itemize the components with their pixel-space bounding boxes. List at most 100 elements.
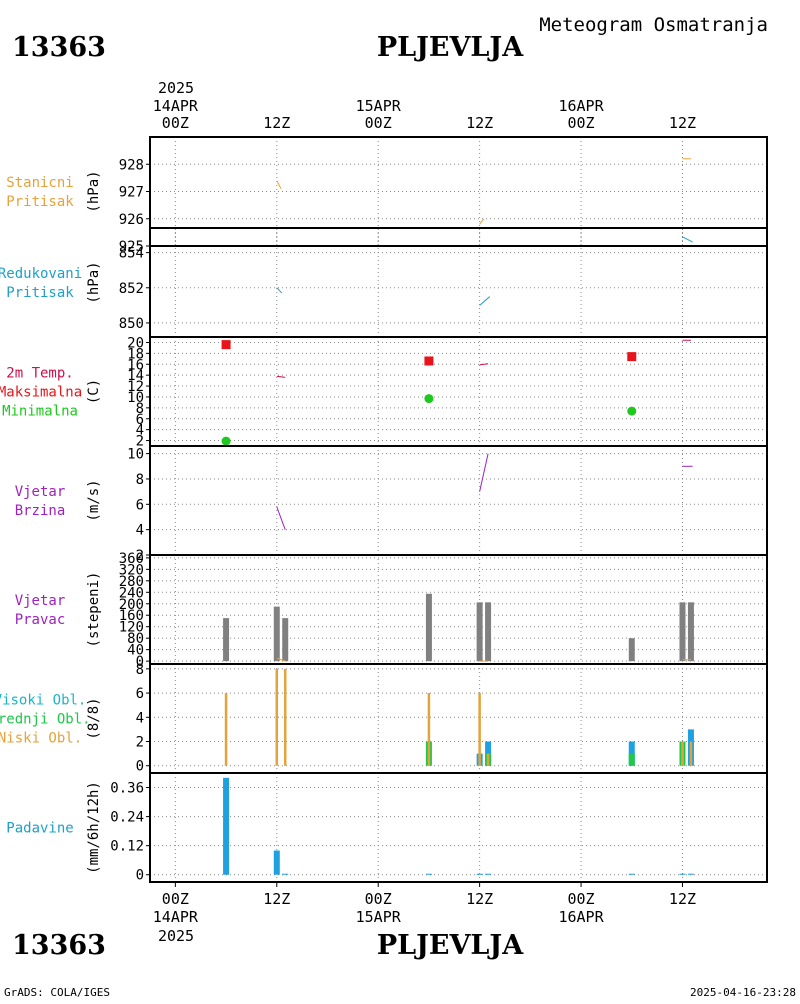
year-label-top: 2025 [158,79,194,97]
y-tick-label: 4 [136,710,144,726]
bar [273,850,280,875]
y-tick-label: 20 [127,335,144,351]
date-label-bottom: 14APR [153,908,199,926]
bar [476,873,483,875]
time-tick-label-bottom: 12Z [466,890,493,908]
cloud-bar [628,753,635,766]
y-tick-label: 240 [119,585,144,601]
y-tick-label: 926 [119,212,144,228]
date-label-bottom: 15APR [356,908,402,926]
cloud-bar [275,668,279,766]
min-temp-marker [424,394,434,404]
bar [687,602,694,662]
panel-label: Maksimalna [0,385,82,401]
y-tick-label: 120 [119,620,144,636]
panel-label: Niski Obl. [0,731,82,747]
time-tick-label-top: 12Z [466,114,493,132]
y-tick-label: 4 [136,523,144,539]
station-name-top: PLJEVLJA [377,32,524,63]
bar [282,873,289,875]
date-label-top: 16APR [558,97,604,115]
y-tick-label: 8 [136,401,144,417]
panel-station-pressure: 925 926 927 928 Stanicni Pritisak (hPa) [6,136,768,255]
date-label-top: 14APR [153,97,199,115]
time-tick-label-bottom: 00Z [568,890,595,908]
panel-label: 2m Temp. [6,366,73,382]
unit-label: (C) [86,379,102,404]
y-tick-label: 8 [136,472,144,488]
y-tick-label: 2 [136,434,144,450]
cloud-bar [478,693,481,766]
bar [687,873,694,875]
y-tick-label: 6 [136,686,144,702]
y-tick-label: 0.36 [110,781,144,797]
cloud-bar [689,741,693,766]
panel-clouds: 0 2 4 6 8 Visoki Obl. Srednji Obl. Niski Obl.(8… [0,662,768,775]
y-tick-label: 8 [136,662,144,678]
unit-label: (hPa) [86,261,102,303]
y-tick-label: 2 [136,548,144,564]
time-tick-label-top: 00Z [568,114,595,132]
station-id-bottom: 13363 [12,930,106,961]
y-tick-label: 18 [127,346,144,362]
max-temp-marker [627,352,637,362]
unit-label: (stepeni) [86,572,102,648]
panel-label: Vjetar [15,484,66,500]
panel-frame [149,663,768,774]
bar [273,606,280,662]
min-temp-marker [627,406,637,416]
panel-precipitation: 0 0.12 0.24 0.36 Padavine (mm/6h/12h) [6,772,768,884]
max-temp-marker [424,356,434,366]
time-tick-label-bottom: 00Z [365,890,392,908]
series-segment [479,363,489,366]
panel-label: Pritisak [6,194,74,210]
y-tick-label: 160 [119,608,144,624]
time-tick-label-top: 00Z [162,114,189,132]
unit-label: (8/8) [86,697,102,739]
cloud-bar [283,668,287,766]
y-tick-label: 0.12 [110,839,144,855]
panel-label: Padavine [6,821,73,837]
series-segment [479,296,491,306]
y-tick-label: 40 [127,643,144,659]
bar [485,873,492,875]
y-tick-label: 927 [119,185,144,201]
y-tick-label: 928 [119,157,144,173]
bar [485,602,492,662]
time-tick-label-bottom: 12Z [263,890,290,908]
series-segment [276,506,286,530]
y-tick-label: 0.24 [110,810,144,826]
y-tick-label: 320 [119,562,144,578]
y-tick-label: 10 [127,447,144,463]
time-tick-label-bottom: 12Z [669,890,696,908]
y-tick-label: 80 [127,631,144,647]
y-tick-label: 12 [127,379,144,395]
date-label-top: 15APR [356,97,402,115]
time-tick-label-top: 12Z [669,114,696,132]
bar [425,873,432,875]
y-tick-label: 4 [136,423,144,439]
year-label-bottom: 2025 [158,927,194,945]
time-tick-label-top: 12Z [263,114,290,132]
y-tick-label: 854 [119,246,144,262]
series-segment [682,236,693,243]
panel-label: Stanicni [6,175,73,191]
panel-frame [149,445,768,556]
y-tick-label: 925 [119,239,144,255]
panel-label: Redukovani [0,266,82,282]
y-tick-label: 200 [119,597,144,613]
min-temp-marker [221,436,231,446]
bar [628,873,635,875]
bar [282,618,289,662]
meteogram-subtitle: Meteogram Osmatranja [539,14,768,36]
panel-label: Visoki Obl. [0,693,86,709]
bar [223,777,230,875]
time-tick-label-top: 00Z [365,114,392,132]
unit-label: (m/s) [86,479,102,521]
y-tick-label: 6 [136,412,144,428]
station-name-bottom: PLJEVLJA [377,930,524,961]
